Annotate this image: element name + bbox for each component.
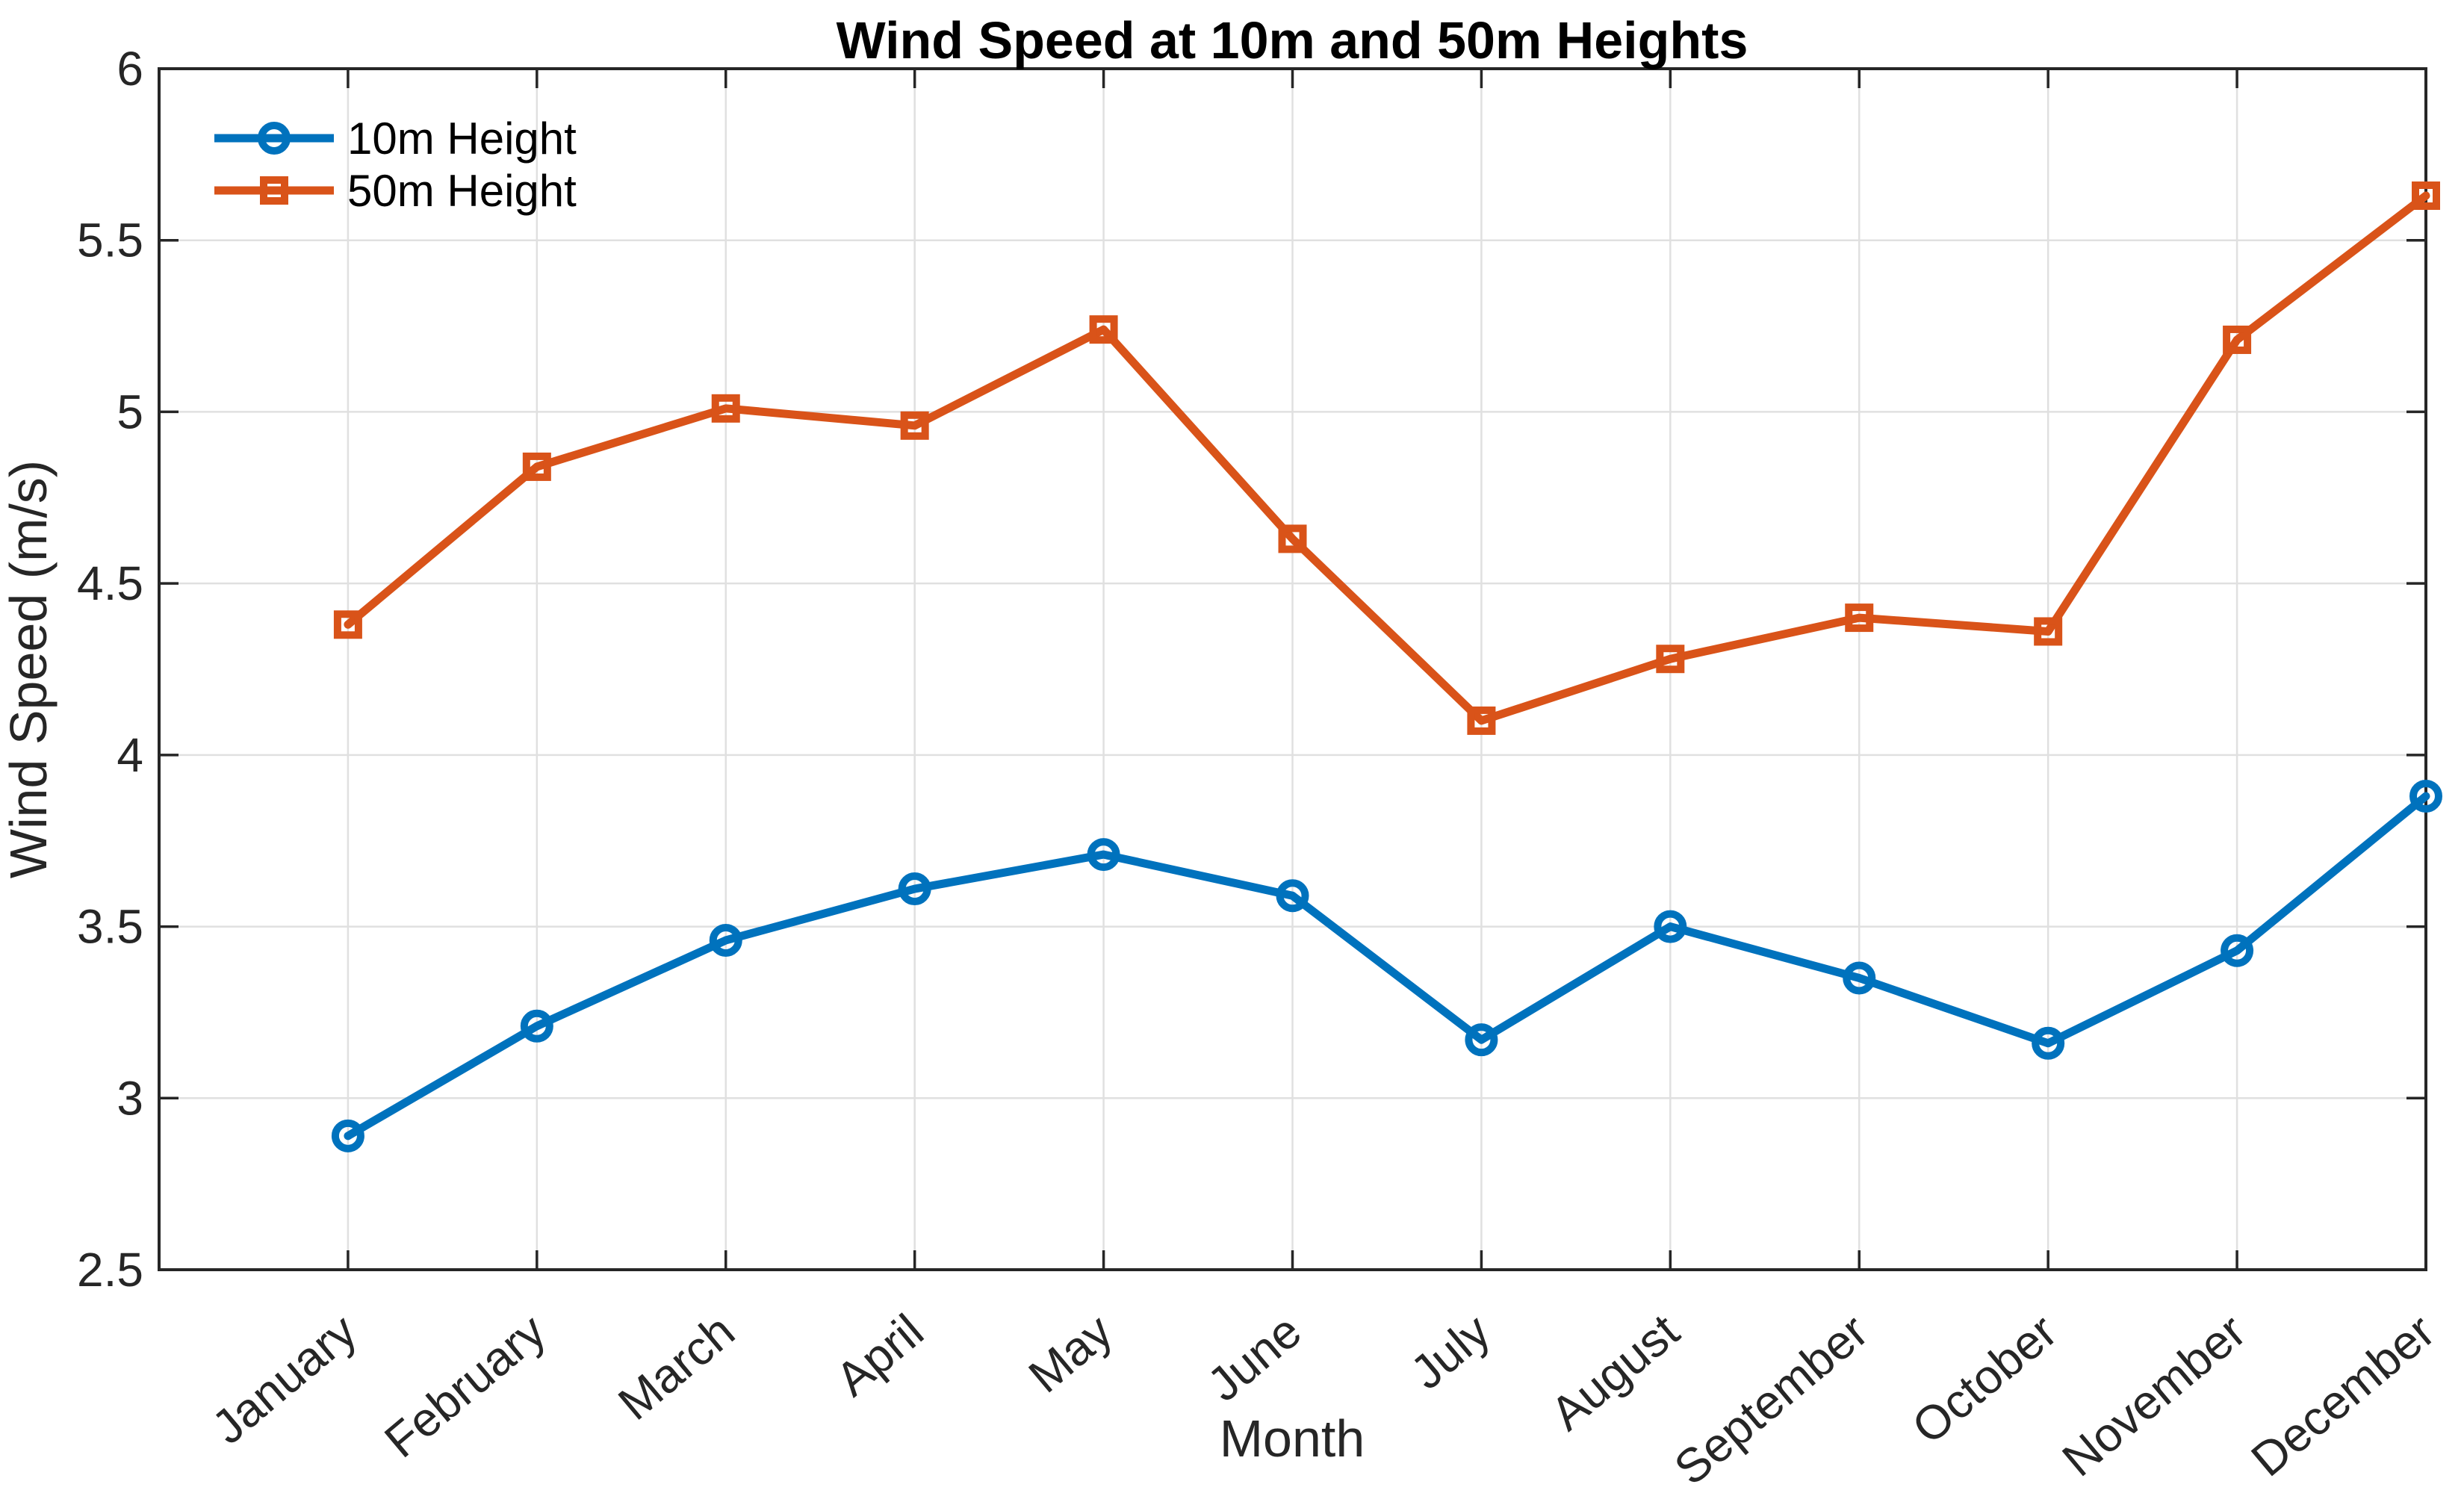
data-point-marker [1276, 879, 1309, 913]
legend-item-10m-height: 10m Height [214, 114, 577, 164]
data-point-marker [520, 1009, 553, 1043]
data-point-marker [1843, 961, 1876, 995]
x-axis-label: Month [1220, 1409, 1365, 1468]
y-tick-label: 3 [117, 1071, 143, 1125]
x-tick-label: August [1540, 1303, 1689, 1440]
y-tick-label: 2.5 [77, 1243, 143, 1297]
data-point-marker [2034, 617, 2063, 646]
x-tick-label: February [374, 1304, 555, 1468]
legend-square-marker-icon [260, 176, 288, 205]
x-tick-label: May [1019, 1304, 1123, 1403]
data-point-marker [1845, 603, 1874, 633]
legend: 10m Height 50m Height [214, 114, 577, 216]
y-tick-label: 3.5 [77, 900, 143, 954]
y-tick-label: 5.5 [77, 214, 143, 267]
x-tick-label: June [1197, 1304, 1312, 1412]
x-tick-label: October [1902, 1304, 2067, 1454]
y-tick-label: 6 [117, 42, 143, 96]
data-point-marker [2032, 1026, 2065, 1060]
y-tick-label: 4 [117, 728, 143, 782]
data-point-marker [1467, 706, 1496, 735]
y-tick-label: 5 [117, 385, 143, 438]
data-point-marker [1087, 838, 1120, 872]
series-line [344, 191, 2430, 725]
data-point-marker [898, 872, 931, 906]
data-point-marker [333, 610, 362, 639]
data-point-marker [709, 923, 742, 957]
data-point-marker [2223, 325, 2252, 354]
y-axis-label: Wind Speed (m/s) [0, 460, 58, 878]
legend-label-10m: 10m Height [347, 114, 577, 164]
data-point-marker [900, 411, 929, 440]
x-tick-label: July [1400, 1304, 1500, 1400]
chart-title: Wind Speed at 10m and 50m Heights [837, 11, 1748, 69]
x-tick-label: April [825, 1304, 933, 1406]
y-axis-tick-labels: 2.5 3 3.5 4 4.5 5 5.5 6 [77, 42, 143, 1297]
x-tick-label: November [2052, 1304, 2256, 1487]
data-series [331, 181, 2442, 1152]
x-tick-label: December [2241, 1304, 2445, 1487]
x-tick-label: September [1664, 1304, 1878, 1495]
data-point-marker [711, 394, 740, 423]
data-point-marker [1278, 524, 1307, 553]
series-line [344, 792, 2430, 1141]
x-tick-label: March [608, 1304, 744, 1430]
data-point-marker [2409, 779, 2442, 813]
data-point-marker [522, 452, 551, 481]
data-point-marker [1656, 645, 1685, 674]
series-10m-height [331, 779, 2442, 1152]
tick-marks [159, 67, 2427, 1271]
grid-lines [159, 69, 2427, 1270]
legend-circle-marker-icon [258, 122, 291, 155]
x-tick-label: January [202, 1304, 367, 1455]
data-point-marker [1089, 315, 1118, 344]
y-tick-label: 4.5 [77, 556, 143, 610]
series-50m-height [333, 181, 2440, 735]
legend-label-50m: 50m Height [347, 166, 577, 216]
legend-item-50m-height: 50m Height [214, 166, 577, 216]
data-point-marker [331, 1119, 364, 1152]
data-point-marker [2221, 934, 2254, 967]
data-point-marker [1654, 910, 1687, 943]
data-point-marker [2412, 181, 2440, 210]
data-point-marker [1465, 1023, 1498, 1057]
